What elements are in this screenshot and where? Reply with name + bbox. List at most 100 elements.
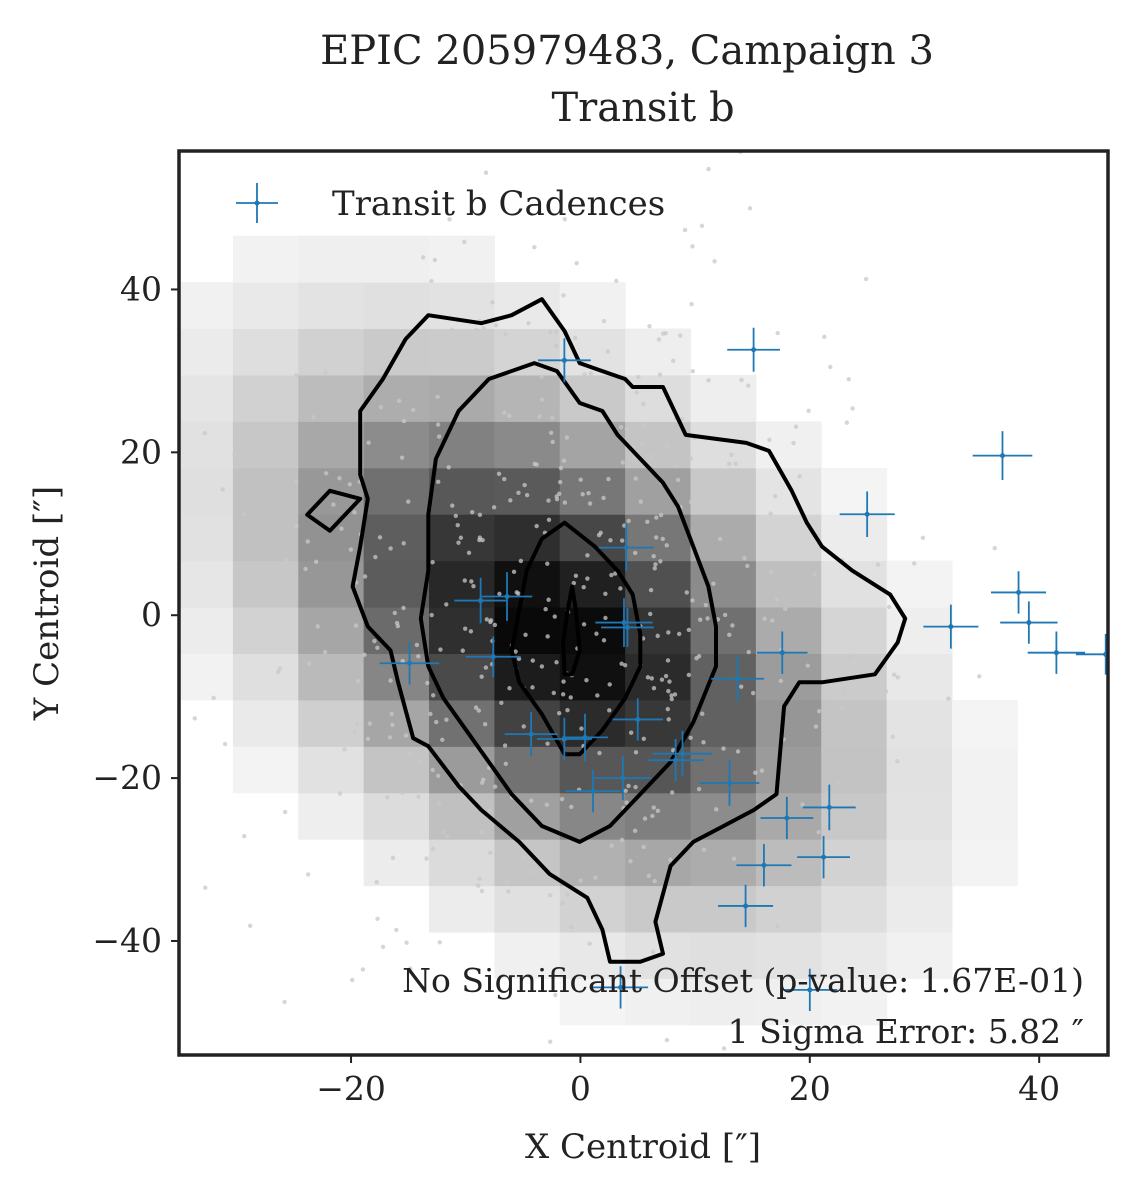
background-point [554,494,559,499]
background-point [613,571,618,576]
heatmap-cell [625,560,692,608]
background-point [816,709,822,714]
background-point [432,257,438,263]
background-point [711,581,716,586]
heatmap-cell [429,607,495,654]
background-point [322,650,328,655]
background-point [653,562,658,567]
background-point [411,407,416,412]
background-point [356,679,361,684]
heatmap-cell [690,421,757,469]
transit-dot [999,453,1005,459]
background-point [622,523,627,528]
background-point [516,591,521,596]
transit-point [760,796,814,840]
background-point [569,924,574,930]
background-point [654,515,659,520]
background-point [447,217,452,222]
background-point [775,330,780,336]
background-point [699,223,705,229]
heatmap-cell [232,514,299,562]
heatmap-cell [755,978,822,1026]
background-point [444,602,449,607]
background-point [429,278,434,284]
background-point [537,414,542,419]
background-point [400,658,405,664]
background-point [492,784,498,789]
background-point [628,858,633,864]
background-point [347,482,352,487]
background-point [283,557,289,563]
background-point [483,170,489,175]
background-point [521,724,526,729]
background-point [585,553,590,558]
background-point [669,790,675,795]
background-point [684,590,690,595]
heatmap-cell [559,978,626,1026]
background-point [656,337,662,342]
background-point [481,326,486,331]
heatmap-cell [232,746,299,794]
background-point [313,559,319,565]
background-point [739,377,744,383]
background-point [473,705,479,710]
background-point [645,519,650,525]
background-point [276,669,281,675]
background-point [247,923,253,928]
background-point [468,629,474,634]
background-point [352,730,357,735]
background-point [482,722,488,727]
heatmap-cell [886,607,953,654]
offset-annotation: No Significant Offset (p-value: 1.67E-01… [402,961,1084,1000]
background-point [220,487,225,492]
heatmap-cell [363,235,430,283]
background-point [582,372,587,377]
background-point [588,371,594,376]
background-point [375,916,380,921]
background-point [657,372,663,377]
background-cadences [192,141,997,1051]
background-point [539,397,545,402]
heatmap-cell [179,653,234,701]
background-point [664,443,670,448]
background-point [430,846,436,852]
transit-point [711,655,764,702]
y-tick-label: 20 [120,432,162,471]
transit-dot [618,984,624,990]
background-point [649,676,654,681]
background-point [294,141,298,145]
heatmap-cell [429,235,495,283]
background-point [504,880,509,885]
background-point [550,415,555,420]
background-point [524,492,530,498]
background-point [561,293,566,298]
background-point [522,855,527,860]
background-point [242,833,247,839]
background-point [211,695,216,701]
background-point [323,370,328,375]
background-point [844,420,850,425]
heatmap-cell [232,282,299,330]
heatmap-cell [690,978,757,1026]
background-point [444,834,450,839]
background-point [816,829,821,835]
transit-dot [582,734,588,740]
background-point [702,494,708,499]
background-point [747,206,753,211]
background-point [601,318,607,324]
background-point [705,616,710,621]
transit-point [595,598,653,647]
background-point [638,499,644,504]
background-point [697,617,703,622]
background-point [429,612,434,618]
background-point [652,878,657,884]
heatmap-cell [755,746,822,794]
transit-point [648,739,704,782]
y-tick-label: 40 [120,269,162,308]
background-point [388,546,393,551]
background-point [337,791,343,796]
background-point [793,424,799,429]
heatmap-cell [755,885,822,933]
background-point [420,255,426,260]
legend: Transit b Cadences [236,183,665,224]
